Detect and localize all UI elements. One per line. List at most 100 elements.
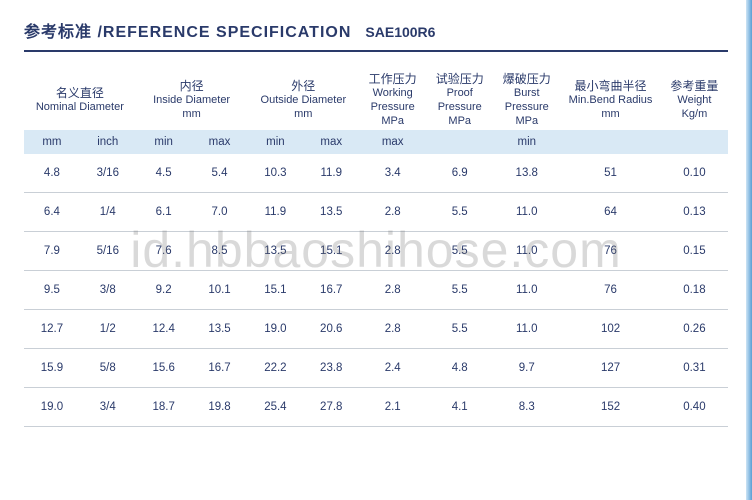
table-cell: 27.8 [303, 388, 359, 427]
column-header: 名义直径Nominal Diameter [24, 58, 136, 130]
column-subheader: max [359, 130, 426, 154]
table-cell: 5.5 [426, 310, 493, 349]
column-subheader: min [136, 130, 192, 154]
table-cell: 7.9 [24, 232, 80, 271]
table-cell: 10.1 [192, 271, 248, 310]
table-cell: 13.8 [493, 154, 560, 193]
column-header: 工作压力Working PressureMPa [359, 58, 426, 130]
table-cell: 15.1 [303, 232, 359, 271]
table-cell: 5.5 [426, 232, 493, 271]
column-header: 内径Inside Diametermm [136, 58, 248, 130]
table-cell: 15.6 [136, 349, 192, 388]
title-code: SAE100R6 [365, 24, 435, 40]
table-cell: 7.0 [192, 193, 248, 232]
table-cell: 11.9 [303, 154, 359, 193]
table-header-groups: 名义直径Nominal Diameter内径Inside Diametermm外… [24, 58, 728, 130]
table-cell: 19.0 [24, 388, 80, 427]
spec-table: 名义直径Nominal Diameter内径Inside Diametermm外… [24, 58, 728, 427]
column-subheader: max [303, 130, 359, 154]
table-row: 7.95/167.68.513.515.12.85.511.0760.15 [24, 232, 728, 271]
table-cell: 12.7 [24, 310, 80, 349]
table-cell: 3/8 [80, 271, 136, 310]
table-cell: 15.1 [247, 271, 303, 310]
column-header: 参考重量WeightKg/m [661, 58, 728, 130]
table-cell: 6.9 [426, 154, 493, 193]
column-subheader [426, 130, 493, 154]
table-cell: 2.1 [359, 388, 426, 427]
title-label: 参考标准 /REFERENCE SPECIFICATION [24, 18, 351, 42]
table-cell: 6.4 [24, 193, 80, 232]
column-subheader [560, 130, 661, 154]
table-cell: 19.0 [247, 310, 303, 349]
table-cell: 8.5 [192, 232, 248, 271]
table-cell: 3.4 [359, 154, 426, 193]
table-cell: 20.6 [303, 310, 359, 349]
table-cell: 0.15 [661, 232, 728, 271]
table-cell: 4.8 [426, 349, 493, 388]
table-cell: 5.4 [192, 154, 248, 193]
table-cell: 2.8 [359, 310, 426, 349]
table-cell: 51 [560, 154, 661, 193]
column-subheader: max [192, 130, 248, 154]
column-header: 爆破压力Burst PressureMPa [493, 58, 560, 130]
table-cell: 7.6 [136, 232, 192, 271]
column-subheader [661, 130, 728, 154]
table-cell: 9.5 [24, 271, 80, 310]
table-cell: 5/16 [80, 232, 136, 271]
table-cell: 15.9 [24, 349, 80, 388]
table-cell: 1/2 [80, 310, 136, 349]
table-cell: 11.9 [247, 193, 303, 232]
table-cell: 4.1 [426, 388, 493, 427]
table-cell: 127 [560, 349, 661, 388]
table-cell: 4.8 [24, 154, 80, 193]
table-cell: 19.8 [192, 388, 248, 427]
table-cell: 16.7 [192, 349, 248, 388]
table-row: 4.83/164.55.410.311.93.46.913.8510.10 [24, 154, 728, 193]
table-cell: 13.5 [247, 232, 303, 271]
table-cell: 2.8 [359, 271, 426, 310]
table-cell: 102 [560, 310, 661, 349]
column-header: 外径Outside Diametermm [247, 58, 359, 130]
table-cell: 1/4 [80, 193, 136, 232]
table-cell: 2.8 [359, 193, 426, 232]
table-cell: 13.5 [192, 310, 248, 349]
table-cell: 5.5 [426, 271, 493, 310]
table-cell: 9.7 [493, 349, 560, 388]
page-edge [746, 0, 752, 500]
table-row: 19.03/418.719.825.427.82.14.18.31520.40 [24, 388, 728, 427]
table-cell: 11.0 [493, 232, 560, 271]
table-cell: 11.0 [493, 271, 560, 310]
table-cell: 2.4 [359, 349, 426, 388]
table-cell: 64 [560, 193, 661, 232]
column-subheader: mm [24, 130, 80, 154]
table-cell: 3/4 [80, 388, 136, 427]
table-cell: 22.2 [247, 349, 303, 388]
table-cell: 0.10 [661, 154, 728, 193]
table-cell: 16.7 [303, 271, 359, 310]
table-cell: 11.0 [493, 310, 560, 349]
table-cell: 76 [560, 271, 661, 310]
table-row: 9.53/89.210.115.116.72.85.511.0760.18 [24, 271, 728, 310]
table-cell: 10.3 [247, 154, 303, 193]
table-cell: 0.13 [661, 193, 728, 232]
table-cell: 23.8 [303, 349, 359, 388]
column-subheader: min [247, 130, 303, 154]
table-cell: 9.2 [136, 271, 192, 310]
table-cell: 13.5 [303, 193, 359, 232]
table-cell: 6.1 [136, 193, 192, 232]
table-cell: 25.4 [247, 388, 303, 427]
table-cell: 2.8 [359, 232, 426, 271]
table-row: 15.95/815.616.722.223.82.44.89.71270.31 [24, 349, 728, 388]
table-cell: 11.0 [493, 193, 560, 232]
table-cell: 5/8 [80, 349, 136, 388]
table-row: 6.41/46.17.011.913.52.85.511.0640.13 [24, 193, 728, 232]
table-cell: 3/16 [80, 154, 136, 193]
column-header: 试验压力Proof PressureMPa [426, 58, 493, 130]
table-cell: 18.7 [136, 388, 192, 427]
table-cell: 0.40 [661, 388, 728, 427]
table-cell: 152 [560, 388, 661, 427]
column-subheader: min [493, 130, 560, 154]
table-row: 12.71/212.413.519.020.62.85.511.01020.26 [24, 310, 728, 349]
table-cell: 4.5 [136, 154, 192, 193]
title-bar: 参考标准 /REFERENCE SPECIFICATION SAE100R6 [24, 18, 728, 52]
